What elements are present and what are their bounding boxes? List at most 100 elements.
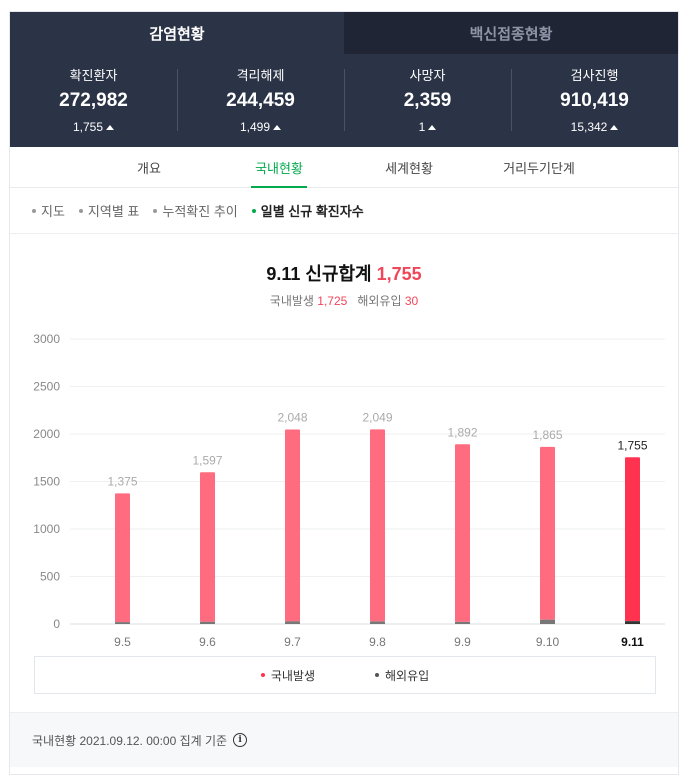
arrow-up-icon <box>106 124 115 130</box>
stat-label: 격리해제 <box>236 68 285 83</box>
bar-value-label: 2,048 <box>277 410 307 424</box>
y-tick-label: 1000 <box>33 522 60 536</box>
sub-tabs: 개요 국내현황 세계현황 거리두기단계 <box>10 147 678 188</box>
y-tick-label: 1500 <box>33 475 60 489</box>
bar-domestic <box>200 472 215 622</box>
chart-legend: 국내발생 해외유입 <box>34 656 656 694</box>
bar-overseas <box>370 621 385 624</box>
x-tick-label: 9.7 <box>284 635 301 649</box>
stat-label: 사망자 <box>409 68 446 83</box>
bar-value-label: 1,375 <box>107 474 137 488</box>
bar-domestic <box>625 457 640 622</box>
daily-total-headline: 9.11 신규합계 1,755 <box>10 260 678 286</box>
tab-domestic[interactable]: 국내현황 <box>214 147 344 188</box>
bar-value-label: 1,597 <box>192 453 222 467</box>
arrow-up-icon <box>610 124 619 130</box>
bar-overseas <box>200 621 215 624</box>
bullet-icon <box>251 208 256 213</box>
stat-value: 244,459 <box>226 90 295 111</box>
bar-domestic <box>285 429 300 622</box>
y-tick-label: 2500 <box>33 380 60 394</box>
x-tick-label: 9.10 <box>536 635 560 649</box>
stat-delta-value: 1 <box>418 120 426 134</box>
stat-delta: 1 <box>419 120 437 134</box>
domestic-count: 1,725 <box>317 294 348 308</box>
bullet-icon <box>32 208 36 213</box>
view-daily-new-cases[interactable]: 일별 신규 확진자수 <box>251 201 364 220</box>
bar-domestic <box>540 446 555 620</box>
stat-delta-value: 15,342 <box>570 120 608 134</box>
bar-overseas <box>625 621 640 624</box>
footer-text: 국내현황 2021.09.12. 00:00 집계 기준 <box>32 733 228 748</box>
legend-label: 국내발생 <box>270 668 315 683</box>
stats-row: 확진환자 272,982 1,755 격리해제 244,459 1,499 사망… <box>10 54 678 147</box>
bar-domestic <box>370 429 385 622</box>
view-cumulative-trend[interactable]: 누적확진 추이 <box>153 201 238 220</box>
tab-distancing[interactable]: 거리두기단계 <box>503 160 575 176</box>
legend-dot-icon <box>260 673 265 677</box>
view-options: 지도 지역별 표 누적확진 추이 일별 신규 확진자수 <box>10 188 678 234</box>
bullet-icon <box>153 208 158 213</box>
stat-delta-value: 1,755 <box>72 120 104 134</box>
bar-value-label: 1,892 <box>447 425 477 439</box>
y-tick-label: 2000 <box>33 427 60 441</box>
x-tick-label: 9.8 <box>369 635 386 649</box>
stat-deaths: 사망자 2,359 1 <box>344 65 511 136</box>
stat-confirmed: 확진환자 272,982 1,755 <box>10 65 177 136</box>
headline-date: 9.11 <box>266 264 301 284</box>
bar-value-label: 1,755 <box>617 438 647 452</box>
status-header: 감염현황 백신접종현황 확진환자 272,982 1,755 격리해제 244,… <box>10 12 678 147</box>
legend-dot-icon <box>375 673 379 677</box>
view-label: 지역별 표 <box>87 204 140 219</box>
covid-card: 감염현황 백신접종현황 확진환자 272,982 1,755 격리해제 244,… <box>9 11 679 775</box>
bar-overseas <box>285 621 300 624</box>
info-icon[interactable]: i <box>233 733 248 747</box>
stat-value: 272,982 <box>59 90 128 111</box>
legend-domestic[interactable]: 국내발생 <box>260 667 315 684</box>
y-tick-label: 0 <box>53 617 60 631</box>
domestic-label: 국내발생 <box>269 294 314 308</box>
y-tick-label: 500 <box>40 570 60 584</box>
overseas-label: 해외유입 <box>357 294 402 308</box>
overseas-count: 30 <box>404 294 419 308</box>
bar-domestic <box>455 444 470 622</box>
footer: 국내현황 2021.09.12. 00:00 집계 기준 i <box>10 712 678 767</box>
daily-breakdown: 국내발생 1,725 해외유입 30 <box>10 292 678 309</box>
arrow-up-icon <box>428 124 437 130</box>
stat-delta: 15,342 <box>571 120 619 134</box>
stat-value: 2,359 <box>403 90 452 111</box>
view-map[interactable]: 지도 <box>32 201 65 220</box>
view-label: 일별 신규 확진자수 <box>260 204 364 219</box>
x-tick-label: 9.6 <box>199 635 216 649</box>
x-tick-label: 9.9 <box>454 635 471 649</box>
tab-world[interactable]: 세계현황 <box>385 160 433 176</box>
stat-delta: 1,755 <box>72 120 115 134</box>
stat-delta: 1,499 <box>239 120 282 134</box>
legend-label: 해외유입 <box>385 668 430 683</box>
stat-label: 확진환자 <box>69 68 118 83</box>
x-tick-label: 9.5 <box>114 635 131 649</box>
bar-value-label: 1,865 <box>532 428 562 442</box>
tab-infection-status[interactable]: 감염현황 <box>10 12 344 54</box>
view-region-table[interactable]: 지역별 표 <box>78 201 140 220</box>
daily-cases-chart: 0 500 1000 1500 2000 2500 3000 1,375 9.5 1,597 9.6… <box>33 332 665 649</box>
stat-value: 910,419 <box>560 90 629 111</box>
headline-total: 1,755 <box>376 264 422 284</box>
stat-label: 검사진행 <box>570 68 619 83</box>
tab-overview[interactable]: 개요 <box>137 160 161 176</box>
view-label: 지도 <box>41 204 65 219</box>
bar-overseas <box>455 621 470 624</box>
bullet-icon <box>78 208 83 213</box>
arrow-up-icon <box>273 124 282 130</box>
legend-overseas[interactable]: 해외유입 <box>375 667 429 684</box>
bar-domestic <box>115 493 130 623</box>
bar-overseas <box>115 622 130 624</box>
stat-delta-value: 1,499 <box>239 120 271 134</box>
x-tick-label: 9.11 <box>621 635 644 649</box>
bar-value-label: 2,049 <box>362 410 392 424</box>
view-label: 누적확진 추이 <box>162 204 238 219</box>
bar-overseas <box>540 619 555 624</box>
tab-vaccination-status[interactable]: 백신접종현황 <box>344 12 678 54</box>
headline-label: 신규합계 <box>305 264 372 284</box>
top-tabs: 감염현황 백신접종현황 <box>10 12 678 54</box>
